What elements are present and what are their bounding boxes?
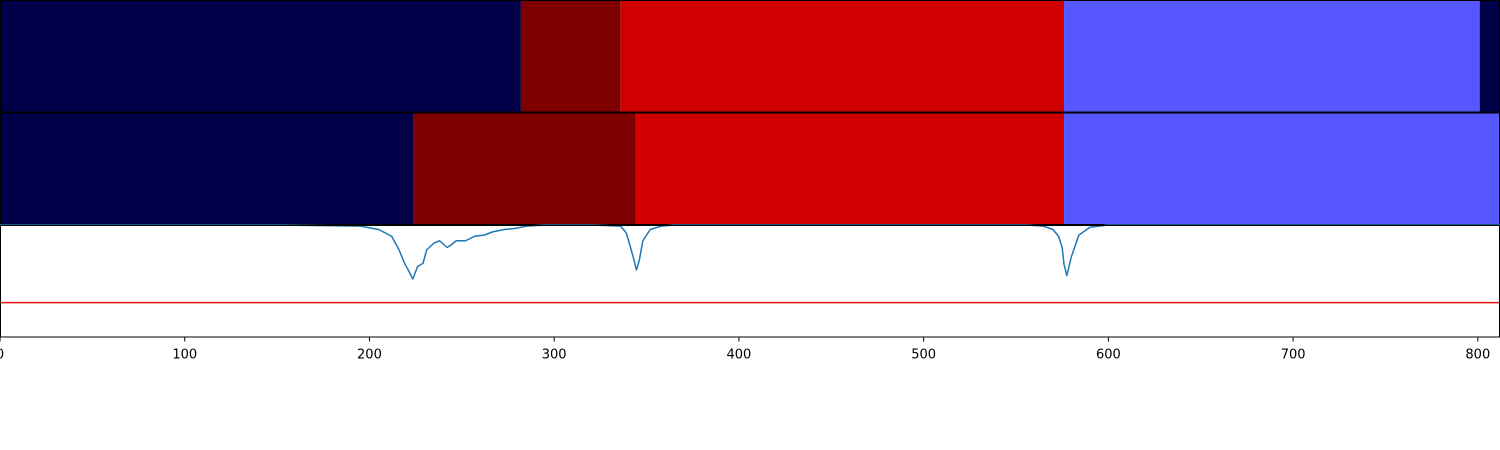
x-tick-label: 800 bbox=[1465, 348, 1490, 363]
x-tick-label: 500 bbox=[911, 348, 936, 363]
segment-3 bbox=[620, 0, 1065, 113]
series-line-1 bbox=[0, 224, 1500, 280]
line-panel-frame bbox=[0, 225, 1500, 338]
segment-3 bbox=[635, 112, 1065, 225]
segment-5 bbox=[1479, 0, 1500, 113]
x-tick-label: 300 bbox=[542, 348, 567, 363]
x-tick-label: 200 bbox=[357, 348, 382, 363]
x-axis: 0 100 200 300 400 500 600 700 800 bbox=[0, 337, 1490, 363]
segment-4 bbox=[1064, 112, 1500, 225]
top-segment-strip bbox=[0, 0, 1500, 113]
x-tick-label: 0 bbox=[0, 348, 4, 363]
segment-2 bbox=[413, 112, 636, 225]
middle-segment-strip bbox=[0, 112, 1500, 225]
segment-2 bbox=[520, 0, 621, 113]
x-tick-label: 100 bbox=[172, 348, 197, 363]
signal-line-panel bbox=[0, 224, 1500, 338]
segment-1 bbox=[0, 112, 414, 225]
x-tick-label: 600 bbox=[1096, 348, 1121, 363]
segment-1 bbox=[0, 0, 521, 113]
x-tick-label: 400 bbox=[727, 348, 752, 363]
x-tick-label: 700 bbox=[1281, 348, 1306, 363]
segment-4 bbox=[1064, 0, 1480, 113]
